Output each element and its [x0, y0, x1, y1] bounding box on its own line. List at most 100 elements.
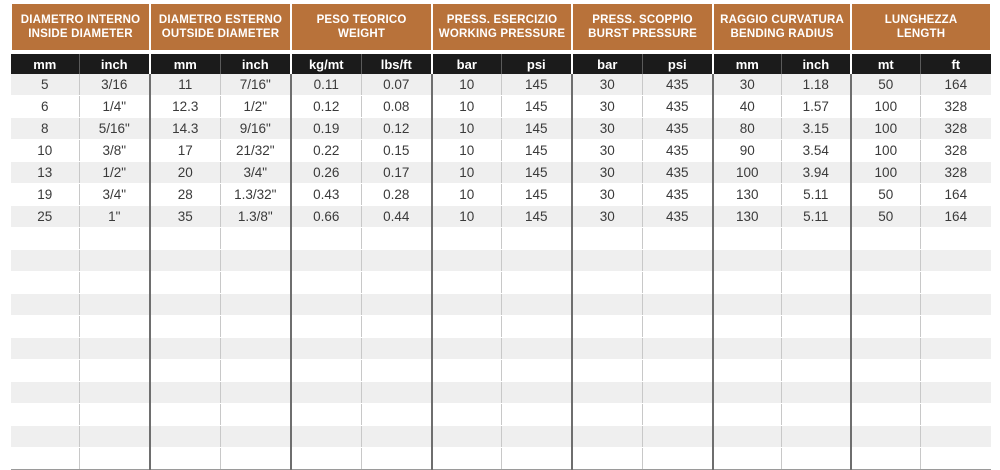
table-cell — [431, 337, 502, 360]
table-row — [11, 381, 992, 404]
table-cell — [431, 271, 502, 294]
table-cell: 5.11 — [780, 183, 852, 206]
table-cell: 10 — [431, 95, 502, 118]
table-cell — [78, 227, 151, 250]
table-row: 19 3/4" 28 1.3/32" 0.43 0.28 10 145 30 435 130 5.11… — [11, 183, 992, 206]
table-cell: 10 — [11, 139, 79, 162]
table-cell — [360, 315, 433, 338]
unit-header-cell: kg/mt — [290, 52, 362, 74]
table-cell: 5/16" — [78, 117, 151, 140]
table-cell — [360, 249, 433, 272]
table-cell — [712, 425, 782, 448]
table-cell — [11, 381, 79, 404]
table-cell: 50 — [850, 183, 921, 206]
table-cell — [571, 293, 643, 316]
table-cell — [712, 293, 782, 316]
table-cell — [78, 381, 151, 404]
table-cell: 80 — [712, 117, 782, 140]
table-cell: 21/32" — [219, 139, 292, 162]
table-cell — [500, 359, 573, 382]
table-cell — [290, 403, 362, 426]
table-cell — [712, 315, 782, 338]
table-cell — [360, 359, 433, 382]
table-cell: 40 — [712, 95, 782, 118]
table-cell — [850, 359, 921, 382]
table-cell — [712, 381, 782, 404]
table-cell: 3.15 — [780, 117, 852, 140]
table-cell — [641, 227, 714, 250]
table-cell — [219, 337, 292, 360]
table-cell — [919, 359, 992, 382]
table-cell: 1/2" — [219, 95, 292, 118]
table-cell — [431, 227, 502, 250]
table-cell — [919, 447, 992, 470]
table-cell — [919, 403, 992, 426]
table-cell — [219, 293, 292, 316]
table-cell — [919, 337, 992, 360]
table-cell — [11, 293, 79, 316]
table-cell — [571, 425, 643, 448]
table-cell — [500, 293, 573, 316]
table-cell — [290, 227, 362, 250]
table-cell — [571, 271, 643, 294]
unit-header-cell: mm — [11, 52, 79, 74]
table-cell — [290, 359, 362, 382]
table-cell — [500, 249, 573, 272]
table-cell — [78, 403, 151, 426]
unit-header-cell: bar — [431, 52, 502, 74]
hose-spec-table: DIAMETRO INTERNO INSIDE DIAMETER DIAMETR… — [9, 4, 993, 470]
table-cell — [780, 359, 852, 382]
table-cell: 35 — [149, 205, 221, 228]
table-cell: 1" — [78, 205, 151, 228]
table-cell: 0.07 — [360, 74, 433, 96]
table-cell — [219, 425, 292, 448]
table-cell — [780, 315, 852, 338]
table-row: 10 3/8" 17 21/32" 0.22 0.15 10 145 30 435 90 3.54 10… — [11, 139, 992, 162]
table-cell: 50 — [850, 205, 921, 228]
table-cell: 145 — [500, 205, 573, 228]
table-cell — [149, 447, 221, 470]
table-cell — [78, 271, 151, 294]
table-cell — [712, 227, 782, 250]
table-row: 8 5/16" 14.3 9/16" 0.19 0.12 10 145 30 435 80 3.15 1… — [11, 117, 992, 140]
table-cell — [431, 293, 502, 316]
table-cell: 100 — [850, 139, 921, 162]
table-cell — [850, 293, 921, 316]
table-cell — [641, 403, 714, 426]
table-cell — [290, 249, 362, 272]
table-cell — [641, 337, 714, 360]
table-cell — [780, 227, 852, 250]
table-cell — [431, 315, 502, 338]
table-cell: 30 — [571, 117, 643, 140]
table-cell: 100 — [850, 117, 921, 140]
table-cell: 0.22 — [290, 139, 362, 162]
table-cell — [78, 315, 151, 338]
table-row — [11, 249, 992, 272]
table-cell: 28 — [149, 183, 221, 206]
table-cell: 30 — [571, 139, 643, 162]
table-cell: 100 — [850, 95, 921, 118]
table-cell: 20 — [149, 161, 221, 184]
table-cell: 435 — [641, 205, 714, 228]
table-cell: 17 — [149, 139, 221, 162]
table-cell — [360, 227, 433, 250]
table-cell: 3.94 — [780, 161, 852, 184]
table-cell — [360, 271, 433, 294]
table-cell — [850, 337, 921, 360]
table-cell: 0.66 — [290, 205, 362, 228]
unit-header-cell: inch — [78, 52, 151, 74]
table-row — [11, 271, 992, 294]
table-cell: 435 — [641, 161, 714, 184]
table-cell — [360, 381, 433, 404]
table-cell — [641, 271, 714, 294]
table-cell — [290, 271, 362, 294]
header-length: LUNGHEZZA LENGTH — [850, 4, 993, 54]
table-cell — [360, 337, 433, 360]
table-cell: 145 — [500, 117, 573, 140]
table-cell: 30 — [571, 183, 643, 206]
table-cell: 0.44 — [360, 205, 433, 228]
table-cell: 10 — [431, 205, 502, 228]
table-cell — [149, 315, 221, 338]
table-cell: 328 — [919, 95, 992, 118]
